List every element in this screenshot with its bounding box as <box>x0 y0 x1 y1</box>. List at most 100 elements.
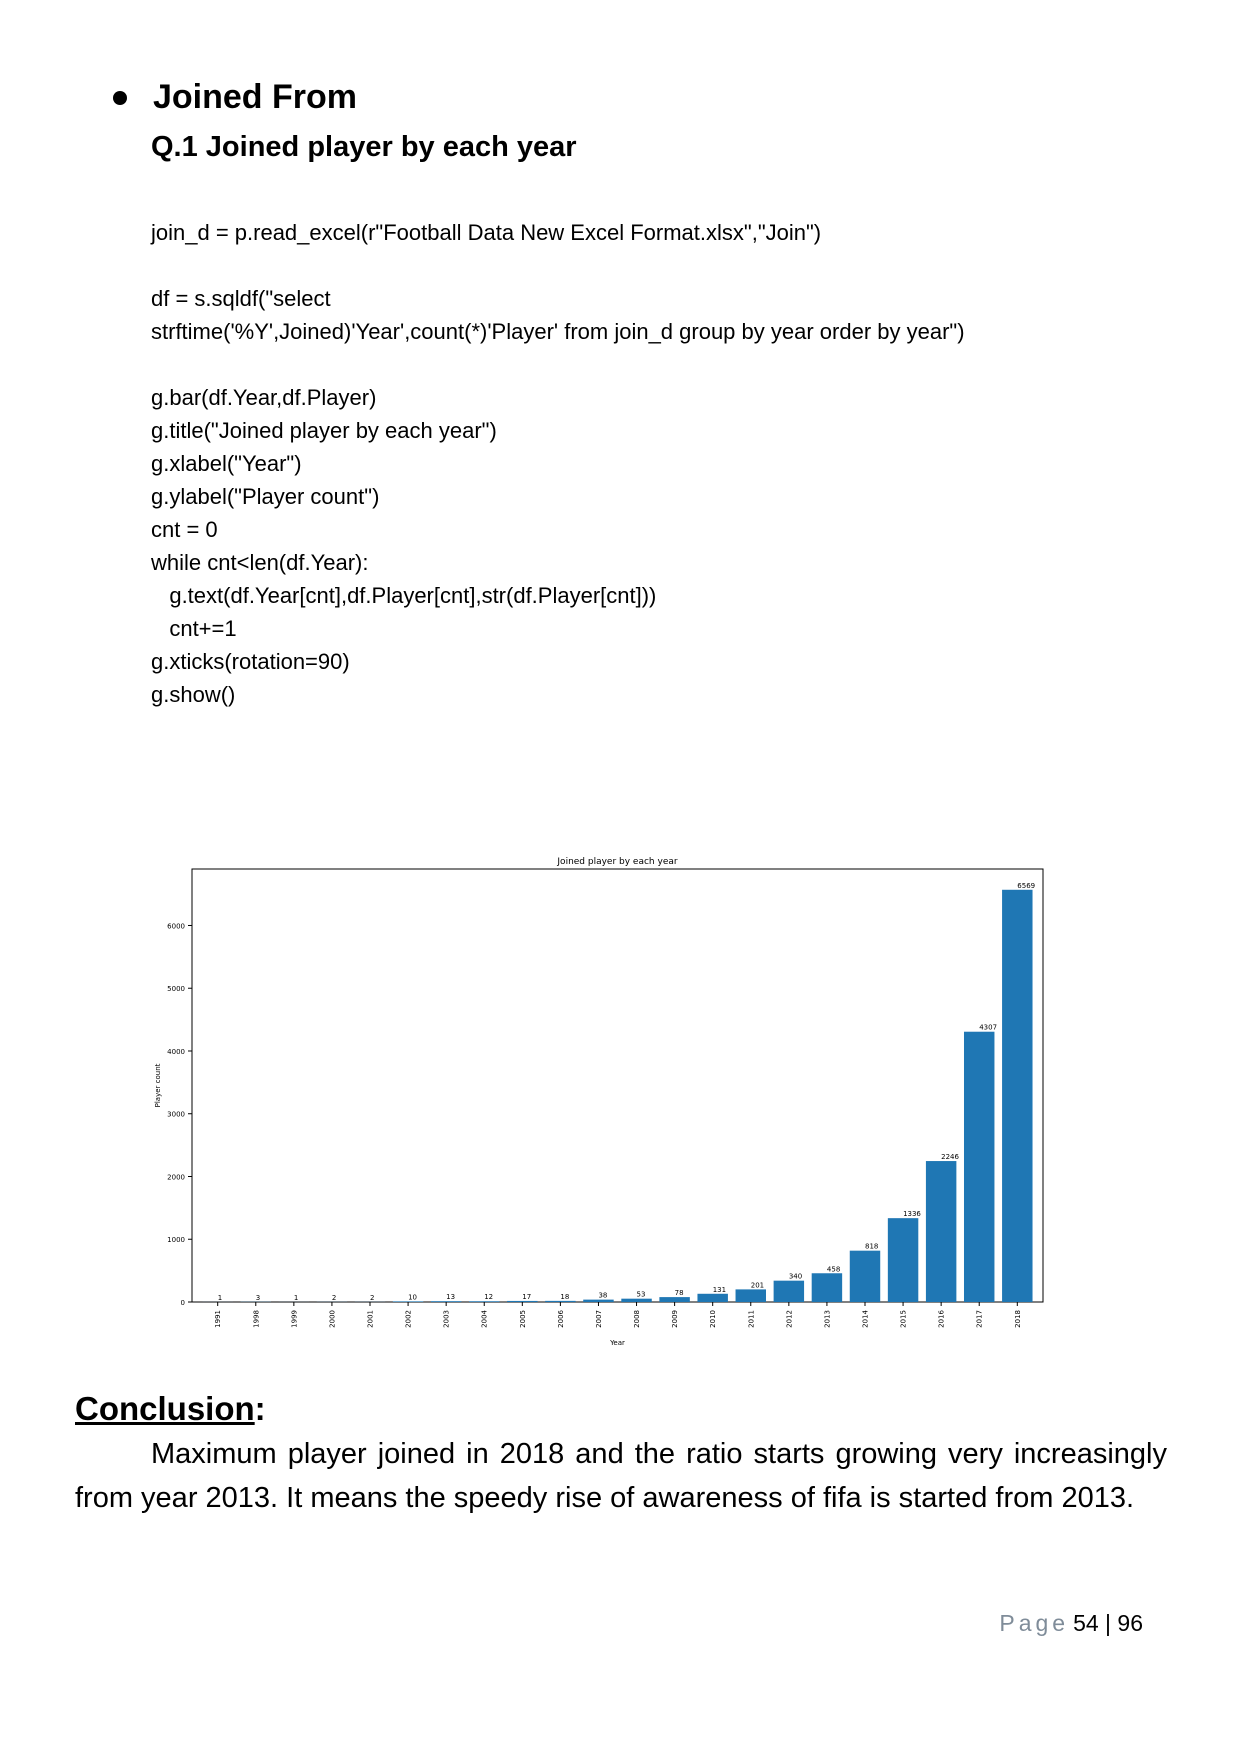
x-axis-label: Year <box>609 1339 625 1347</box>
code-line: strftime('%Y',Joined)'Year',count(*)'Pla… <box>151 319 965 344</box>
data-label-2000: 2 <box>332 1294 336 1302</box>
code-line: cnt+=1 <box>151 616 237 641</box>
code-line: df = s.sqldf("select <box>151 286 331 311</box>
code-line: cnt = 0 <box>151 517 218 542</box>
x-tick-label: 2012 <box>785 1310 793 1328</box>
data-label-1999: 1 <box>294 1294 298 1302</box>
code-line: g.xticks(rotation=90) <box>151 649 350 674</box>
x-tick-label: 1998 <box>252 1310 260 1328</box>
code-line: g.title("Joined player by each year") <box>151 418 497 443</box>
bar-2013 <box>811 1273 843 1302</box>
section-bullet: Joined From <box>113 78 357 117</box>
bar-2006 <box>545 1300 576 1302</box>
page-footer: Page 54 | 96 <box>999 1610 1143 1637</box>
data-label-2011: 201 <box>751 1281 764 1289</box>
data-label-2016: 2246 <box>941 1153 959 1161</box>
conclusion-colon: : <box>254 1390 266 1427</box>
x-tick-label: 2016 <box>938 1309 946 1327</box>
bar-2010 <box>697 1293 728 1302</box>
y-tick-label: 3000 <box>167 1111 185 1119</box>
code-line: g.xlabel("Year") <box>151 451 302 476</box>
code-line: g.show() <box>151 682 236 707</box>
data-label-2003: 13 <box>446 1293 455 1301</box>
y-tick-label: 6000 <box>167 922 185 930</box>
data-label-2013: 458 <box>827 1265 840 1273</box>
data-label-2004: 12 <box>484 1293 493 1301</box>
x-tick-label: 2004 <box>481 1309 489 1327</box>
bar-2008 <box>621 1298 652 1302</box>
code-line: g.text(df.Year[cnt],df.Player[cnt],str(d… <box>151 583 657 608</box>
bar-2016 <box>925 1161 957 1302</box>
x-tick-label: 2006 <box>557 1309 565 1327</box>
data-label-2008: 53 <box>637 1291 646 1299</box>
code-line: join_d = p.read_excel(r"Football Data Ne… <box>151 220 822 245</box>
x-tick-label: 1999 <box>290 1310 298 1328</box>
y-tick-label: 4000 <box>167 1048 185 1056</box>
y-tick-label: 5000 <box>167 985 185 993</box>
code-line <box>151 249 965 282</box>
data-label-2015: 1336 <box>903 1210 921 1218</box>
bullet-icon <box>113 90 127 105</box>
y-tick-label: 1000 <box>167 1236 185 1244</box>
x-tick-label: 2001 <box>367 1310 375 1328</box>
data-label-2009: 78 <box>675 1289 684 1297</box>
bar-2017 <box>963 1031 995 1302</box>
x-tick-label: 2007 <box>595 1310 603 1328</box>
code-line: while cnt<len(df.Year): <box>151 550 369 575</box>
question-title: Q.1 Joined player by each year <box>151 131 577 163</box>
y-axis-label: Player count <box>154 1063 162 1107</box>
y-tick-label: 2000 <box>167 1173 185 1181</box>
data-label-2012: 340 <box>789 1273 802 1281</box>
section-heading: Joined From <box>153 78 358 116</box>
data-label-2002: 10 <box>408 1293 417 1301</box>
bar-chart: Joined player by each year 0 1000 2000 3000 4… <box>154 857 1044 1347</box>
data-label-2010: 131 <box>713 1286 726 1294</box>
bar-2009 <box>659 1297 690 1302</box>
code-line <box>151 348 965 381</box>
x-tick-label: 2014 <box>861 1309 869 1327</box>
conclusion-heading: Conclusion: <box>75 1390 266 1428</box>
chart-title: Joined player by each year <box>556 857 677 867</box>
data-label-2005: 17 <box>522 1293 531 1301</box>
data-label-2017: 4307 <box>979 1024 997 1032</box>
x-tick-label: 2009 <box>671 1310 679 1328</box>
x-tick-label: 2002 <box>405 1310 413 1328</box>
bar-2003 <box>430 1301 462 1302</box>
data-label-2018: 6569 <box>1017 882 1035 890</box>
footer-page-word: Page <box>999 1610 1070 1636</box>
code-line: g.ylabel("Player count") <box>151 484 380 509</box>
bar-2002 <box>392 1301 424 1302</box>
x-tick-label: 2005 <box>519 1310 527 1328</box>
bar-2005 <box>507 1300 538 1302</box>
y-tick-label: 0 <box>181 1299 185 1307</box>
bar-2004 <box>469 1301 500 1302</box>
conclusion-text: Maximum player joined in 2018 and the ra… <box>75 1438 1167 1514</box>
code-line: g.bar(df.Year,df.Player) <box>151 385 377 410</box>
x-tick-label: 2003 <box>443 1310 451 1328</box>
bar-2007 <box>583 1299 614 1302</box>
data-label-2006: 18 <box>560 1293 569 1301</box>
plot-area <box>191 868 1044 1303</box>
x-tick-label: 2010 <box>709 1310 717 1328</box>
bar-2018 <box>1002 889 1033 1302</box>
bar-2014 <box>849 1250 881 1302</box>
bar-2012 <box>773 1280 805 1302</box>
data-label-1998: 3 <box>256 1294 260 1302</box>
x-tick-label: 2000 <box>328 1310 336 1328</box>
bar-2015 <box>887 1218 919 1302</box>
data-label-1991: 1 <box>218 1294 222 1302</box>
x-tick-label: 2013 <box>823 1310 831 1328</box>
bar-2011 <box>735 1289 766 1302</box>
conclusion-heading-text: Conclusion <box>75 1390 255 1427</box>
code-block: join_d = p.read_excel(r"Football Data Ne… <box>151 216 965 711</box>
footer-page-number: 54 | 96 <box>1073 1610 1143 1636</box>
data-label-2007: 38 <box>598 1292 607 1300</box>
x-tick-label: 2011 <box>747 1310 755 1328</box>
x-tick-label: 2008 <box>633 1310 641 1328</box>
x-tick-label: 1991 <box>214 1310 222 1328</box>
x-tick-label: 2015 <box>900 1310 908 1328</box>
data-label-2001: 2 <box>370 1294 374 1302</box>
x-tick-label: 2018 <box>1014 1310 1022 1328</box>
x-tick-label: 2017 <box>976 1310 984 1328</box>
data-label-2014: 818 <box>865 1243 878 1251</box>
